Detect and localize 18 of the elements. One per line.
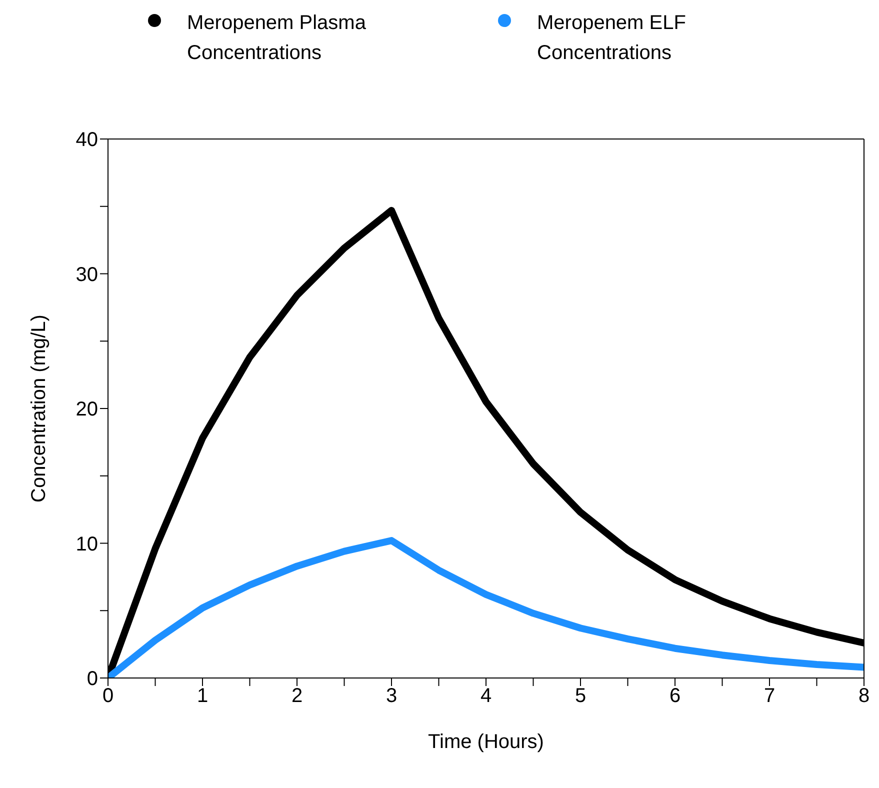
x-axis-title: Time (Hours) — [428, 731, 544, 753]
x-tick-label: 5 — [574, 685, 586, 708]
x-tick-label: 1 — [196, 685, 208, 708]
legend-label: Meropenem ELF Concentrations — [537, 11, 687, 66]
y-tick-label: 40 — [76, 129, 98, 152]
y-tick-label: 10 — [76, 533, 98, 556]
y-tick-label: 30 — [76, 264, 98, 286]
x-tick-label: 8 — [858, 685, 870, 708]
x-tick-label: 4 — [480, 685, 492, 708]
legend-label: Meropenem Plasma Concentrations — [187, 11, 367, 66]
x-tick-label: 6 — [669, 685, 681, 708]
y-axis-title: Concentration (mg/L) — [28, 314, 50, 502]
x-tick-label: 7 — [764, 685, 776, 708]
y-tick-label: 0 — [86, 668, 98, 690]
x-tick-label: 2 — [291, 685, 303, 708]
x-tick-label: 0 — [102, 685, 114, 708]
y-tick-label: 20 — [76, 398, 98, 421]
x-tick-label: 3 — [386, 685, 398, 708]
